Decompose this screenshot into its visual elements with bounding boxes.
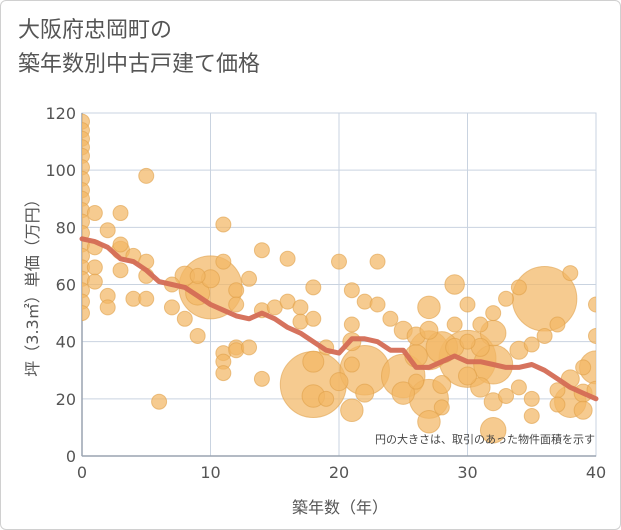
data-bubble [498, 290, 515, 307]
data-bubble [99, 299, 116, 316]
chart-title: 大阪府忠岡町の 築年数別中古戸建て価格 [18, 14, 260, 82]
data-bubble [588, 296, 596, 313]
x-tick-label: 0 [77, 463, 87, 482]
data-bubble [485, 305, 502, 322]
x-axis-title: 築年数（年） [292, 498, 388, 517]
data-bubble [523, 336, 540, 353]
data-bubble [417, 409, 441, 434]
x-tick-label: 30 [457, 463, 477, 482]
data-bubble [369, 253, 386, 270]
data-bubble [318, 390, 335, 407]
data-bubble [215, 216, 232, 233]
data-bubble [99, 222, 116, 239]
data-bubble [305, 310, 322, 327]
data-bubble [241, 270, 258, 287]
data-bubble [549, 316, 566, 333]
data-bubble [433, 399, 450, 416]
y-tick-label: 60 [56, 276, 76, 295]
data-bubble [536, 327, 553, 344]
x-tick-label: 20 [329, 463, 349, 482]
data-bubble [343, 282, 360, 299]
data-bubble [479, 417, 507, 444]
data-bubble [86, 259, 103, 276]
data-bubble [292, 299, 309, 316]
y-tick-label: 80 [56, 218, 76, 237]
y-tick-label: 0 [66, 447, 76, 466]
data-bubble [329, 372, 349, 392]
data-bubble [575, 359, 592, 376]
data-bubble [498, 387, 515, 404]
data-bubble [305, 279, 322, 296]
data-bubble [112, 205, 129, 222]
data-bubble [432, 375, 452, 395]
data-bubble [391, 381, 415, 405]
data-bubble [419, 320, 439, 340]
bubble-size-note: 円の大きさは、取引のあった物件面積を示す [375, 432, 595, 446]
data-bubble [510, 279, 527, 296]
data-bubble [408, 373, 425, 390]
data-bubble [382, 310, 399, 327]
data-bubble [549, 396, 566, 413]
data-bubble [189, 327, 206, 344]
data-bubble [417, 295, 441, 320]
data-bubble [86, 205, 103, 222]
data-bubble [112, 236, 129, 253]
data-bubble [138, 290, 155, 307]
chart-title-line-2: 築年数別中古戸建て価格 [18, 52, 261, 77]
data-bubble [446, 316, 463, 333]
x-tick-label: 40 [586, 463, 606, 482]
data-bubble [588, 327, 596, 344]
data-bubble [241, 339, 258, 356]
data-bubble [151, 393, 168, 410]
data-bubble [228, 282, 245, 299]
data-bubble [470, 377, 491, 398]
data-bubble [562, 265, 579, 282]
data-bubble [215, 253, 232, 270]
trend-layer [79, 236, 599, 402]
data-bubble [523, 390, 540, 407]
y-tick-label: 100 [45, 161, 76, 180]
data-bubble [369, 296, 386, 313]
data-bubble [573, 400, 593, 420]
data-bubble [112, 262, 129, 279]
data-bubble [279, 250, 296, 267]
data-bubble [331, 253, 347, 270]
data-bubble [86, 273, 103, 290]
data-bubble [215, 365, 232, 382]
data-bubble [343, 316, 360, 333]
data-bubble [228, 296, 245, 313]
data-bubble [189, 267, 206, 284]
data-bubble [472, 316, 489, 333]
data-bubble [253, 242, 270, 259]
x-tick-label: 10 [200, 463, 220, 482]
data-bubble [355, 383, 375, 403]
trend-line [79, 236, 599, 402]
data-bubble [253, 370, 270, 387]
data-bubble [458, 366, 477, 386]
data-bubble [163, 299, 180, 316]
y-tick-label: 120 [45, 104, 76, 123]
data-bubble [444, 274, 465, 295]
y-tick-label: 40 [56, 333, 76, 352]
data-bubble [459, 333, 476, 350]
data-bubble [510, 379, 527, 396]
y-axis-title: 坪（3.3㎡）単価（万円） [23, 191, 42, 376]
data-bubble [523, 407, 540, 424]
data-bubble [459, 296, 476, 313]
data-bubble [302, 350, 325, 373]
data-bubble [82, 305, 90, 322]
data-bubble [138, 167, 155, 184]
y-tick-label: 20 [56, 390, 76, 409]
data-bubble [176, 310, 193, 327]
bubble-layer [82, 113, 596, 444]
data-bubble [343, 356, 360, 373]
chart-title-line-1: 大阪府忠岡町の [18, 18, 173, 43]
data-bubble [340, 398, 364, 423]
tick-labels: 0 10 20 30 40 0 20 40 60 80 100 120 [45, 104, 606, 482]
